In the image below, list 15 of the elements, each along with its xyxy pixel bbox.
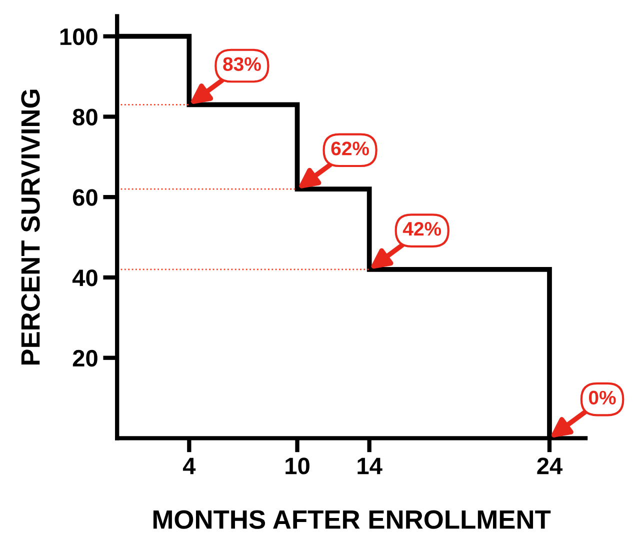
x-tick-label: 4 [182,458,196,474]
x-tick-label: 14 [358,458,382,474]
y-tick-label: 100 [60,28,98,46]
annotation: 0% [588,390,616,405]
annotation: 83% [223,57,261,72]
y-tick-label: 60 [72,189,98,206]
x-tick-label: 24 [537,458,562,474]
annotation: 42% [402,222,442,236]
y-tick-label: 80 [72,108,98,126]
annotation: 62% [331,142,369,156]
x-axis-title: MONTHS AFTER ENROLLMENT [153,510,551,529]
y-tick-label: 20 [72,350,98,367]
y-axis-title: PERCENT SURVIVING [21,90,40,365]
x-tick-label: 10 [286,458,310,474]
y-tick-label: 40 [72,270,98,286]
